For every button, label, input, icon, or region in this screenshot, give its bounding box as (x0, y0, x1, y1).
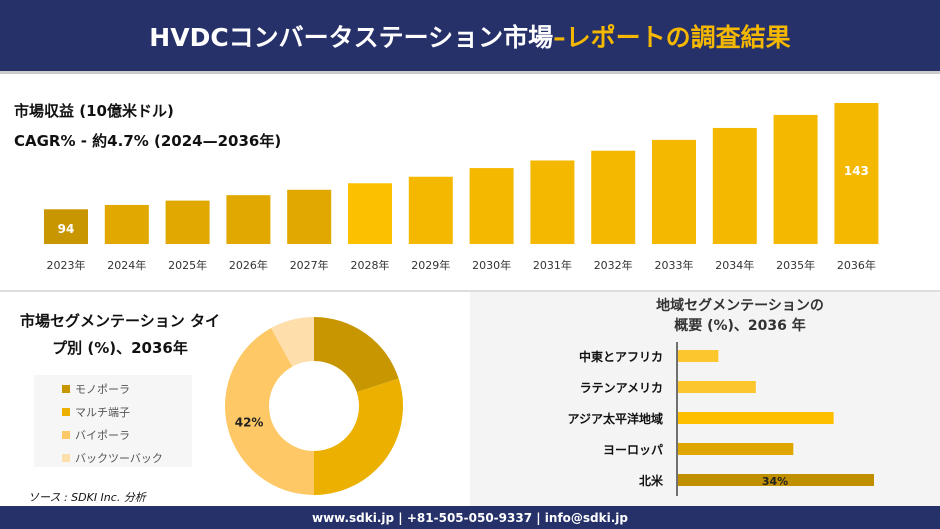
legend-label: マルチ端子 (75, 405, 130, 419)
donut-slice (314, 317, 399, 393)
x-tick-label: 2025年 (168, 258, 207, 272)
revenue-bar (287, 189, 332, 244)
legend-label: バックツーバック (75, 451, 163, 465)
type-donut-chart: 42% (225, 317, 403, 495)
category-label: アジア太平洋地域 (567, 411, 663, 426)
cagr-text: CAGR% - 約4.7% (2024—2036年) (14, 132, 282, 150)
donut-slice (314, 378, 403, 495)
revenue-bar (591, 150, 636, 244)
legend-label: モノポーラ (75, 382, 130, 396)
donut-slice (225, 328, 314, 495)
legend-swatch (62, 407, 70, 416)
region-bar (678, 350, 719, 362)
revenue-bar (773, 114, 818, 244)
source-note: ソース : SDKI Inc. 分析 (28, 491, 146, 504)
region-bar (678, 412, 834, 424)
x-tick-label: 2029年 (411, 258, 450, 272)
category-label: ラテンアメリカ (580, 381, 663, 395)
legend-swatch (62, 430, 70, 439)
page-title: HVDCコンバータステーション市場 (149, 22, 554, 52)
revenue-bar (104, 204, 149, 244)
page-title-accent: –レポートの調査結果 (553, 22, 791, 52)
x-tick-label: 2035年 (776, 258, 815, 272)
data-label: 34% (762, 475, 788, 488)
x-tick-label: 2032年 (594, 258, 633, 272)
region-bar (678, 443, 794, 455)
donut-slice (271, 317, 314, 367)
region-title-line2: 概要 (%)、2036 年 (674, 318, 806, 334)
region-panel: 地域セグメンテーションの 概要 (%)、2036 年 中東とアフリカ ラテンアメリカ… (470, 292, 940, 506)
revenue-bar (408, 176, 453, 244)
legend-swatch (62, 453, 70, 462)
header-banner: HVDCコンバータステーション市場 –レポートの調査結果 (0, 0, 940, 74)
x-tick-label: 2027年 (290, 258, 329, 272)
revenue-chart-title: 市場収益 (10億米ドル) (14, 102, 174, 120)
x-tick-label: 2033年 (655, 258, 694, 272)
category-label: ヨーロッパ (603, 443, 663, 457)
donut-legend: モノポーラマルチ端子バイポーラバックツーバック (34, 375, 192, 467)
legend-item: バックツーバック (62, 446, 192, 469)
data-label: 42% (235, 416, 264, 430)
x-tick-label: 2034年 (715, 258, 754, 272)
region-chart-title: 地域セグメンテーションの 概要 (%)、2036 年 (470, 296, 940, 336)
revenue-bar-chart: 2023年 94 2024年 2025年 2026年 2027年 2028年 2029年 203… (44, 103, 879, 272)
revenue-bar (712, 127, 757, 244)
revenue-bar (226, 195, 271, 244)
region-title-line1: 地域セグメンテーションの (656, 298, 824, 314)
data-label: 94 (58, 222, 75, 236)
revenue-bar (652, 139, 696, 244)
legend-item: モノポーラ (62, 377, 192, 400)
x-tick-label: 2030年 (472, 258, 511, 272)
revenue-bar (165, 200, 210, 244)
x-tick-label: 2024年 (107, 258, 146, 272)
legend-label: バイポーラ (75, 428, 130, 442)
footer-contact: www.sdki.jp | +81-505-050-9337 | info@sd… (0, 506, 940, 529)
category-label: 北米 (639, 473, 664, 488)
x-tick-label: 2023年 (47, 258, 86, 272)
region-bar (678, 381, 756, 393)
x-tick-label: 2036年 (837, 258, 876, 272)
x-tick-label: 2028年 (351, 258, 390, 272)
revenue-bar (348, 183, 392, 244)
x-tick-label: 2026年 (229, 258, 268, 272)
x-tick-label: 2031年 (533, 258, 572, 272)
type-segment-title: 市場セグメンテーション タイプ別 (%)、2036年 (20, 312, 220, 357)
revenue-bar (834, 103, 879, 244)
revenue-bar (44, 209, 88, 244)
revenue-bar (469, 168, 514, 244)
data-label: 143 (844, 164, 869, 178)
legend-item: マルチ端子 (62, 400, 192, 423)
category-label: 中東とアフリカ (579, 349, 663, 364)
divider (0, 290, 940, 292)
region-bar (678, 474, 874, 486)
legend-item: バイポーラ (62, 423, 192, 446)
legend-swatch (62, 384, 70, 393)
revenue-bar (530, 160, 575, 244)
